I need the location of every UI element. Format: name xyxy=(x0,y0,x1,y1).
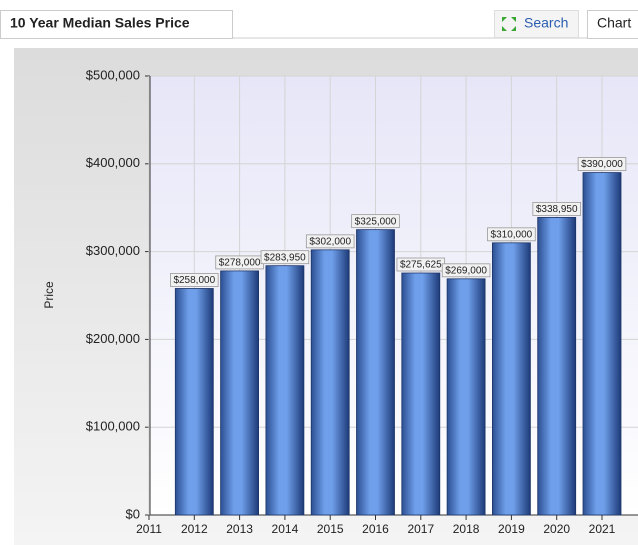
plot: $0 $100,000 $200,000 $300,000 $400,000 $500,0… xyxy=(86,67,638,536)
y-tick-label: $100,000 xyxy=(86,419,140,434)
bar xyxy=(356,229,395,516)
value-label: $325,000 xyxy=(355,216,397,227)
page-title: 10 Year Median Sales Price xyxy=(10,15,190,31)
x-tick-label: 2021 xyxy=(589,522,616,536)
bar xyxy=(174,288,214,516)
value-label: $302,000 xyxy=(309,236,351,247)
x-tick-label: 2012 xyxy=(181,522,208,536)
bar xyxy=(446,278,486,516)
x-tick-label: 2017 xyxy=(407,522,434,536)
value-label-box xyxy=(487,227,536,242)
search-box[interactable] xyxy=(494,10,579,38)
y-tick-label: $500,000 xyxy=(86,67,140,82)
x-tick-label: 2019 xyxy=(498,522,525,536)
chart-tab[interactable] xyxy=(587,10,638,39)
bar xyxy=(310,249,350,516)
x-tick-label: 2011 xyxy=(136,522,162,536)
y-tick-label: $200,000 xyxy=(86,331,140,346)
value-label-box xyxy=(532,202,581,216)
y-tick-label: $0 xyxy=(126,506,140,521)
value-label-box xyxy=(170,273,219,287)
x-tick-label: 2015 xyxy=(317,522,344,536)
search-icon[interactable] xyxy=(502,17,516,31)
x-tick-label: 2014 xyxy=(272,522,299,536)
value-label: $310,000 xyxy=(491,229,533,240)
value-label: $390,000 xyxy=(581,159,623,170)
y-axis-title: Price xyxy=(42,281,56,309)
x-tick-label: 2018 xyxy=(453,522,480,536)
bar xyxy=(401,272,441,516)
y-tick-label: $400,000 xyxy=(86,155,140,170)
value-label: $278,000 xyxy=(219,258,261,269)
value-label: $338,950 xyxy=(536,204,578,215)
value-label: $258,000 xyxy=(173,275,215,286)
value-label-box xyxy=(441,263,491,278)
search-button[interactable]: Search xyxy=(494,10,579,38)
value-label-box xyxy=(351,214,400,229)
value-label: $275,625 xyxy=(400,260,442,271)
value-label-box xyxy=(305,234,355,249)
bar xyxy=(537,217,577,516)
x-tick-label: 2020 xyxy=(543,522,570,536)
bar xyxy=(491,242,531,516)
bar xyxy=(582,172,622,516)
value-label: $269,000 xyxy=(445,265,487,276)
chart-tab-label[interactable]: Chart xyxy=(597,15,631,31)
search-label[interactable]: Search xyxy=(524,15,568,31)
x-tick-label: 2016 xyxy=(362,522,389,536)
value-label-box xyxy=(577,157,627,171)
y-tick-label: $300,000 xyxy=(86,243,140,258)
title-tab xyxy=(0,10,233,39)
x-tick-label: 2013 xyxy=(226,522,253,536)
value-label: $283,950 xyxy=(264,252,306,263)
bar xyxy=(265,265,305,516)
value-label-box xyxy=(260,250,310,265)
bar xyxy=(220,270,260,516)
